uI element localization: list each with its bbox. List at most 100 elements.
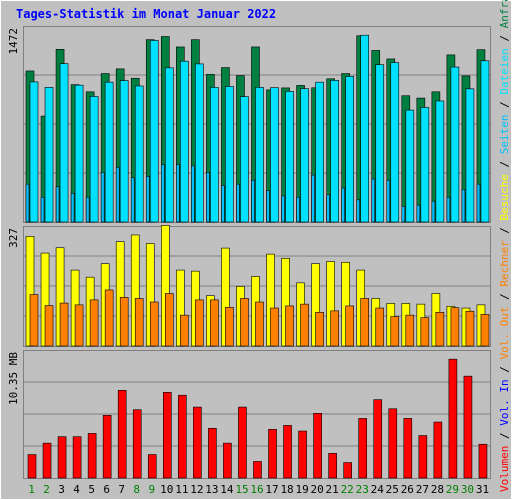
legend-item-seiten: Seiten [498, 114, 511, 154]
bar-volumen-17 [268, 429, 277, 479]
day-label-17: 17 [265, 483, 278, 496]
day-label-5: 5 [88, 483, 95, 496]
bar-seiten-27 [416, 204, 421, 223]
bar-rechner-13 [210, 299, 219, 347]
bar-dateien-21 [330, 80, 339, 223]
bar-volumen-8 [132, 409, 142, 479]
bar-rechner-8 [134, 298, 144, 347]
panel-top-ylabel: 1472 [7, 28, 20, 55]
bar-seiten-21 [326, 194, 330, 223]
legend-separator: / [498, 287, 511, 307]
bar-rechner-21 [330, 310, 339, 347]
bar-dateien-24 [375, 64, 385, 223]
bar-dateien-16 [255, 87, 264, 223]
day-axis: 1 2 3 4 5 6 7 8 9 10 11 12 13 14 15 16 17 18 19 20 21 22 23 24 2… [28, 483, 489, 496]
bar-rechner-29 [450, 307, 460, 347]
day-label-27: 27 [416, 483, 429, 496]
bar-rechner-19 [300, 303, 309, 347]
legend-item-rechner: Rechner [498, 240, 511, 287]
day-label-31: 31 [476, 483, 489, 496]
bar-dateien-17 [270, 87, 279, 223]
bar-rechner-26 [405, 314, 415, 347]
bar-dateien-15 [240, 96, 249, 223]
bar-seiten-19 [296, 196, 300, 223]
day-label-7: 7 [118, 483, 125, 496]
bar-volumen-13 [208, 427, 217, 479]
bar-volumen-3 [57, 436, 67, 479]
bar-volumen-5 [87, 433, 97, 479]
bar-seiten-18 [281, 195, 285, 223]
bar-seiten-5 [85, 196, 90, 223]
day-label-25: 25 [386, 483, 399, 496]
bar-rechner-5 [89, 299, 99, 347]
bar-volumen-30 [463, 375, 473, 479]
bar-dateien-13 [210, 87, 219, 223]
bar-seiten-14 [221, 185, 225, 223]
legend-item-volumen: Volumen [498, 446, 511, 492]
bar-seiten-15 [236, 183, 240, 223]
day-label-20: 20 [311, 483, 324, 496]
bar-volumen-31 [478, 443, 488, 479]
bar-volumen-15 [238, 406, 247, 479]
bar-rechner-18 [285, 305, 294, 347]
day-label-28: 28 [431, 483, 444, 496]
legend: Volumen / Vol. In / Vol. Out / Rechner /… [498, 0, 511, 492]
day-label-12: 12 [190, 483, 203, 496]
bar-volumen-10 [162, 392, 172, 479]
bar-dateien-11 [180, 60, 189, 223]
bar-dateien-28 [435, 100, 445, 223]
bar-dateien-18 [285, 91, 294, 223]
bar-volumen-21 [328, 453, 337, 479]
bar-rechner-11 [180, 314, 189, 347]
day-label-9: 9 [148, 483, 155, 496]
bar-dateien-27 [420, 107, 430, 223]
legend-text: Volumen / Vol. In / Vol. Out / Rechner /… [498, 0, 511, 492]
bar-dateien-3 [59, 63, 69, 223]
bar-volumen-28 [433, 421, 443, 479]
bar-seiten-17 [266, 190, 270, 223]
bar-seiten-3 [55, 186, 60, 223]
bar-volumen-2 [42, 442, 52, 479]
legend-separator: / [498, 426, 511, 446]
bar-seiten-9 [145, 176, 150, 223]
bar-rechner-12 [195, 299, 204, 347]
panels: 1472 327 10.35 MB [7, 26, 491, 479]
bar-rechner-15 [240, 298, 249, 347]
bar-seiten-29 [446, 196, 451, 223]
bar-volumen-14 [223, 442, 232, 479]
bar-rechner-7 [119, 297, 129, 347]
bar-seiten-16 [251, 179, 255, 223]
bar-dateien-10 [164, 67, 174, 223]
day-label-16: 16 [250, 483, 263, 496]
bar-seiten-4 [70, 193, 75, 223]
bar-dateien-8 [134, 85, 144, 223]
bar-volumen-4 [72, 436, 82, 479]
bar-dateien-20 [315, 81, 324, 223]
bar-volumen-26 [403, 418, 413, 479]
day-label-15: 15 [235, 483, 248, 496]
bar-rechner-22 [345, 305, 354, 347]
legend-item-besuche: Besuche [498, 174, 511, 220]
day-label-22: 22 [341, 483, 354, 496]
bar-rechner-31 [480, 314, 490, 347]
bar-dateien-4 [74, 84, 84, 223]
panel-bottom: 10.35 MB [7, 350, 491, 479]
legend-separator: / [498, 95, 511, 115]
panel-middle-ylabel: 327 [7, 228, 20, 248]
legend-item-anfragen: Anfragen [498, 0, 511, 28]
legend-item-dateien: Dateien [498, 48, 511, 94]
day-label-3: 3 [58, 483, 65, 496]
bar-rechner-3 [59, 302, 69, 347]
legend-separator: / [498, 28, 511, 48]
bar-dateien-25 [390, 62, 400, 223]
bar-volumen-11 [178, 394, 187, 479]
day-label-2: 2 [43, 483, 50, 496]
bar-dateien-31 [480, 60, 490, 223]
bar-rechner-1 [29, 294, 39, 347]
legend-item-vol-out: Vol. Out [498, 307, 511, 360]
bar-volumen-9 [147, 454, 157, 479]
bar-volumen-12 [193, 406, 202, 479]
bar-dateien-22 [345, 76, 354, 223]
bar-seiten-12 [191, 165, 195, 223]
